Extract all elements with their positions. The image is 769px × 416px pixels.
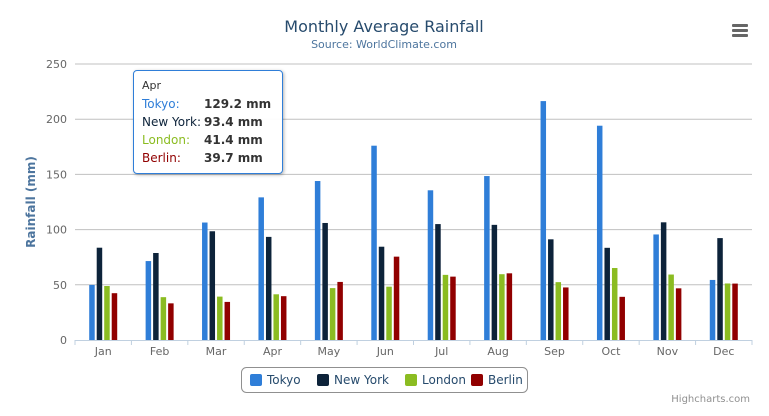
bar-tokyo: [371, 145, 377, 340]
legend-item[interactable]: New York: [334, 373, 389, 387]
hamburger-menu-icon[interactable]: [732, 29, 748, 32]
x-tick-label: Nov: [657, 345, 679, 358]
legend-item[interactable]: Tokyo: [266, 373, 301, 387]
bar-london: [273, 294, 279, 340]
bar-tokyo: [427, 190, 434, 340]
tooltip-name: Berlin:: [142, 151, 181, 165]
chart-title: Monthly Average Rainfall: [284, 17, 483, 36]
bar-berlin: [732, 283, 738, 340]
x-tick-label: Oct: [601, 345, 621, 358]
bar-berlin: [563, 287, 569, 340]
x-tick-label: Feb: [150, 345, 169, 358]
x-tick-label: Jan: [94, 345, 112, 358]
x-tick-label: Jun: [376, 345, 394, 358]
x-tick-label: Mar: [206, 345, 227, 358]
bar-new-york: [717, 238, 723, 340]
y-tick-label: 50: [53, 279, 67, 292]
bar-new-york: [265, 236, 272, 340]
bar-new-york: [153, 253, 159, 340]
bar-tokyo: [145, 261, 152, 340]
bar-new-york: [604, 247, 610, 340]
bar-tokyo: [258, 197, 264, 340]
tooltip-value: 39.7 mm: [204, 151, 263, 165]
legend-symbol[interactable]: [317, 374, 329, 386]
bar-london: [104, 286, 110, 340]
legend-item[interactable]: Berlin: [488, 373, 523, 387]
legend-item[interactable]: London: [422, 373, 466, 387]
y-tick-label: 150: [46, 168, 67, 181]
bar-tokyo: [653, 234, 659, 340]
hamburger-menu-icon[interactable]: [732, 34, 748, 37]
y-tick-label: 250: [46, 58, 67, 71]
tooltip-name: Tokyo:: [142, 97, 180, 111]
legend-box: [241, 367, 528, 393]
tooltip-value: 129.2 mm: [204, 97, 272, 111]
legend-symbol[interactable]: [250, 374, 262, 386]
bar-new-york: [548, 239, 554, 340]
bar-new-york: [660, 222, 667, 340]
chart-subtitle: Source: WorldClimate.com: [311, 38, 457, 51]
bar-new-york: [435, 224, 441, 340]
bar-berlin: [450, 276, 456, 340]
bar-london: [386, 286, 392, 340]
hamburger-menu-icon[interactable]: [732, 24, 748, 27]
bar-london: [668, 274, 674, 340]
bar-berlin: [393, 256, 400, 340]
x-tick-label: Aug: [487, 345, 508, 358]
bar-london: [442, 274, 449, 340]
bar-berlin: [280, 296, 287, 340]
bar-berlin: [224, 301, 231, 340]
bar-london: [724, 283, 731, 340]
bar-berlin: [675, 288, 682, 340]
tooltip-value: 41.4 mm: [204, 133, 263, 147]
bar-london: [555, 282, 562, 340]
bar-berlin: [506, 273, 513, 340]
bar-new-york: [491, 224, 498, 340]
bar-london: [499, 274, 505, 340]
x-tick-label: Apr: [263, 345, 283, 358]
x-tick-label: Dec: [713, 345, 734, 358]
bar-tokyo: [596, 125, 603, 341]
bar-berlin: [619, 296, 625, 340]
tooltip-name: London:: [142, 133, 191, 147]
legend-symbol[interactable]: [471, 374, 483, 386]
x-tick-label: May: [318, 345, 341, 358]
bar-new-york: [96, 247, 103, 340]
tooltip: Apr Tokyo: 129.2 mm New York: 93.4 mm Lond…: [133, 70, 283, 174]
bar-new-york: [322, 222, 328, 340]
y-tick-label: 100: [46, 224, 67, 237]
tooltip-value: 93.4 mm: [204, 115, 263, 129]
bar-new-york: [378, 246, 385, 340]
bar-london: [160, 297, 167, 340]
x-tick-label: Jul: [434, 345, 448, 358]
bar-tokyo: [202, 222, 208, 340]
bar-london: [611, 268, 618, 340]
bar-new-york: [209, 231, 216, 340]
bar-berlin: [111, 293, 118, 340]
bar-tokyo: [484, 176, 490, 340]
tooltip-name: New York:: [142, 115, 201, 129]
bar-berlin: [168, 303, 174, 340]
bar-berlin: [337, 281, 343, 340]
bar-london: [329, 288, 336, 340]
bar-london: [217, 296, 223, 340]
tooltip-header: Apr: [142, 79, 162, 92]
y-tick-label: 200: [46, 113, 67, 126]
y-tick-label: 0: [60, 334, 67, 347]
x-tick-label: Sep: [544, 345, 565, 358]
bar-tokyo: [314, 181, 321, 340]
bar-tokyo: [709, 279, 716, 340]
bar-tokyo: [540, 101, 547, 341]
credits-link[interactable]: Highcharts.com: [671, 394, 750, 405]
y-axis-title: Rainfall (mm): [24, 156, 38, 248]
legend-symbol[interactable]: [405, 374, 417, 386]
bar-tokyo: [89, 284, 95, 340]
